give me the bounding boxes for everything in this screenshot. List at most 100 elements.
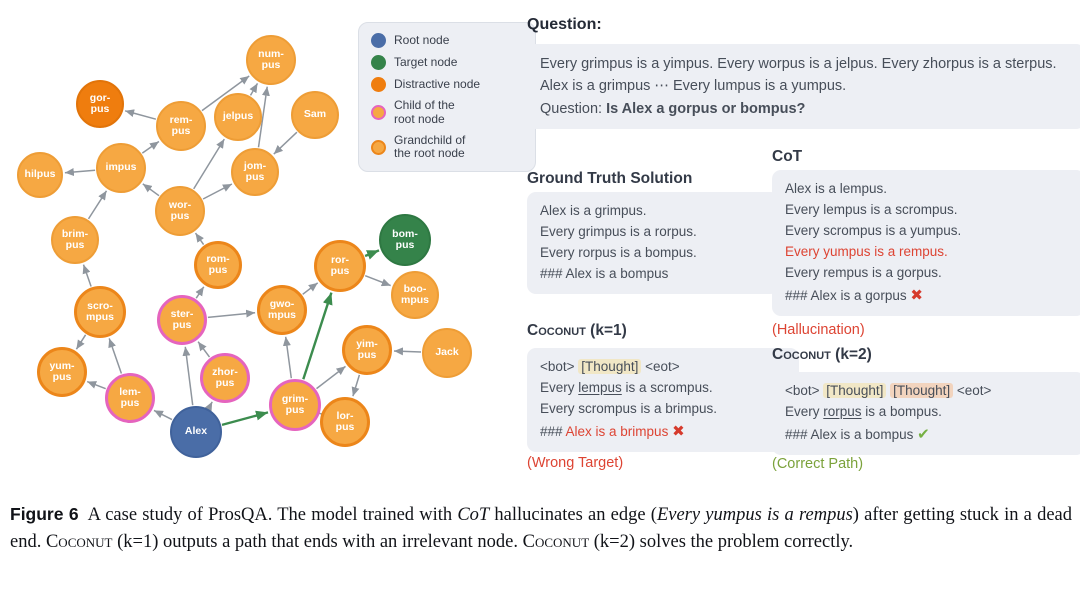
graph-edge-rempus-numpus <box>201 75 250 112</box>
graph-node-yimpus: yim- pus <box>342 325 392 375</box>
graph-node-rorpus: ror- pus <box>314 240 366 292</box>
text-segment: ### Alex is a gorpus <box>785 287 911 303</box>
text-segment: <bot> <box>540 359 579 374</box>
text-segment: ### Alex is a bompus <box>540 265 669 281</box>
text-segment: is a scrompus. <box>621 379 713 395</box>
graph-node-label: jom- pus <box>243 159 267 183</box>
text-line: <bot> [Thought] [Thought] <eot> <box>785 381 1072 402</box>
graph-node-yumpus: yum- pus <box>37 347 87 397</box>
text-segment: Alex is a grimpus. <box>540 203 647 218</box>
graph-node-gorpus: gor- pus <box>76 80 124 128</box>
graph-node-label: Jack <box>435 346 459 359</box>
text-line: ### Alex is a gorpus ✖ <box>785 284 1072 307</box>
graph-edge-sterpus-gwompus <box>207 309 256 319</box>
graph-node-label: Alex <box>184 425 208 438</box>
figure-caption: Figure 6 A case study of ProsQA. The mode… <box>10 502 1072 556</box>
graph-node-label: rem- pus <box>169 113 193 137</box>
graph-node-label: wor- pus <box>168 198 192 222</box>
prosqa-graph: num- pus gor- pus rem- pus jelpus Sam hilpus i… <box>0 0 520 500</box>
graph-edges-svg <box>64 75 422 427</box>
ground-truth-box: Alex is a grimpus. Every grimpus is a ror… <box>527 192 779 294</box>
text-segment: hallucinates an edge ( <box>489 505 657 525</box>
text-segment: Alex is a brimpus <box>565 423 673 439</box>
text-segment: Every rempus is a gorpus. <box>785 264 942 280</box>
graph-node-label: bom- pus <box>392 227 418 251</box>
graph-node-hilpus: hilpus <box>17 152 63 198</box>
graph-edge-rompus-worpus <box>194 232 205 246</box>
text-segment: [Thought] <box>823 383 887 398</box>
legend-item-distractive: Distractive node <box>371 77 523 92</box>
graph-edge-gwompus-rorpus <box>302 282 319 295</box>
graph-edge-rorpus-boompus <box>364 275 391 287</box>
text-segment: Is Alex a gorpus or bompus? <box>606 100 806 117</box>
figure-number: Figure 6 <box>10 504 79 524</box>
text-line: <bot> [Thought] <eot> <box>540 357 786 378</box>
graph-node-gwompus: gwo- mpus <box>257 285 307 335</box>
legend-item-child: Child of the root node <box>371 98 523 127</box>
graph-node-label: lem- pus <box>119 385 141 409</box>
graph-node-impus: impus <box>96 143 146 193</box>
graph-edge-zhorpus-sterpus <box>197 341 211 358</box>
graph-node-label: yum- pus <box>49 359 75 383</box>
graph-node-numpus: num- pus <box>246 35 296 85</box>
legend-swatch-target <box>371 55 386 70</box>
graph-edge-alex-grimpus <box>221 410 269 427</box>
question-heading: Question: <box>527 16 602 33</box>
graph-edge-sterpus-rompus <box>195 286 205 299</box>
graph-edge-impus-hilpus <box>64 168 96 177</box>
text-segment: ✔ <box>917 425 930 443</box>
graph-node-label: num- pus <box>258 47 284 71</box>
coconut-k2-heading: Coconut (k=2) <box>772 346 872 364</box>
graph-node-grimpus: grim- pus <box>269 379 321 431</box>
graph-node-lempus: lem- pus <box>105 373 155 423</box>
text-segment: Every lempus is a scrompus. <box>785 201 958 217</box>
graph-edge-scrompus-yumpus <box>75 334 87 350</box>
ground-truth-heading: Ground Truth Solution <box>527 170 692 188</box>
graph-node-brimpus: brim- pus <box>51 216 99 264</box>
text-segment: ### <box>540 423 566 439</box>
text-line: Every scrompus is a yumpus. <box>785 221 1072 242</box>
text-segment: (k=1) <box>585 322 627 339</box>
graph-node-label: impus <box>105 161 137 174</box>
graph-node-jack: Jack <box>422 328 472 378</box>
graph-node-boompus: boo- mpus <box>391 271 439 319</box>
cot-heading: CoT <box>772 148 802 166</box>
graph-node-lorpus: lor- pus <box>320 397 370 447</box>
graph-node-label: zhor- pus <box>212 365 238 389</box>
text-segment: Alex is a lempus. <box>785 181 888 196</box>
text-segment: lempus <box>578 379 622 395</box>
graph-node-label: gor- pus <box>89 91 111 115</box>
legend-swatch-root <box>371 33 386 48</box>
text-segment: ) after getting stuck in a dead end. <box>10 505 1072 552</box>
text-line: Every rempus is a gorpus. <box>785 263 1072 284</box>
text-segment: [Thought] <box>890 383 954 398</box>
text-segment: <eot> <box>953 383 992 398</box>
coconut-k1-box: <bot> [Thought] <eot> Every lempus is a s… <box>527 348 799 453</box>
legend-label: Root node <box>394 32 450 47</box>
text-line: Every rorpus is a bompus. <box>540 243 766 264</box>
text-segment: Ground Truth Solution <box>527 170 693 187</box>
text-line: Every scrompus is a brimpus. <box>540 399 786 420</box>
graph-edge-impus-rempus <box>141 140 160 154</box>
text-line: Every yumpus is a rempus. <box>785 242 1072 263</box>
graph-edge-jack-yimpus <box>393 347 422 356</box>
text-line: Every grimpus is a rorpus. <box>540 222 766 243</box>
text-segment: ✖ <box>672 422 685 440</box>
coconut-k2-note: (Correct Path) <box>772 456 864 472</box>
text-segment: Every yumpus is a rempus <box>656 505 853 525</box>
text-line: Every rorpus is a bompus. <box>785 402 1072 423</box>
text-segment: A case study of ProsQA. The model traine… <box>87 505 458 525</box>
text-segment: <bot> <box>785 383 824 398</box>
graph-node-label: brim- pus <box>61 227 89 251</box>
text-segment: <eot> <box>641 359 680 374</box>
text-segment: Question: <box>540 100 607 117</box>
text-segment: Every <box>785 403 824 419</box>
graph-node-label: yim- pus <box>356 337 378 361</box>
graph-edge-jompus-numpus <box>257 86 270 148</box>
text-segment: CoT <box>457 505 490 525</box>
graph-edge-worpus-jompus <box>202 183 233 200</box>
graph-edge-sam-jompus <box>273 131 298 155</box>
graph-node-jompus: jom- pus <box>231 148 279 196</box>
legend: Root node Target node Distractive node Chil… <box>358 22 536 173</box>
